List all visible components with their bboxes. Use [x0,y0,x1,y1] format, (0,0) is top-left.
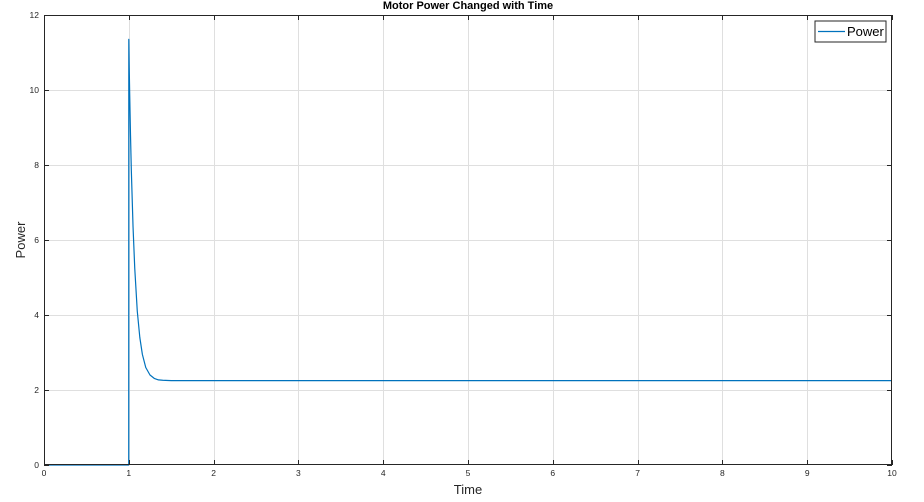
legend-box [814,20,887,43]
x-tick-label: 5 [466,468,471,478]
y-axis-label: Power [13,221,28,259]
x-tick-label: 2 [211,468,216,478]
y-tick-label: 12 [30,10,40,20]
series-layer [44,38,892,466]
y-tick-label: 6 [34,235,39,245]
tick-marks [44,15,893,466]
y-tick-label: 8 [34,160,39,170]
legend-label-power: Power [847,24,885,39]
x-tick-label: 4 [381,468,386,478]
chart-title: Motor Power Changed with Time [383,0,553,12]
x-axis-label: Time [454,482,482,497]
series-line-power [44,38,892,466]
grid-lines [44,15,892,465]
y-tick-label: 4 [34,310,39,320]
x-tick-label: 3 [296,468,301,478]
x-tick-labels: 0 1 2 3 4 5 6 7 8 9 10 [42,468,897,478]
y-tick-labels: 0 2 4 6 8 10 12 [30,10,40,470]
x-tick-label: 9 [805,468,810,478]
y-tick-label: 2 [34,385,39,395]
x-tick-label: 8 [720,468,725,478]
y-tick-label: 10 [30,85,40,95]
x-tick-label: 6 [550,468,555,478]
x-tick-label: 7 [635,468,640,478]
legend: Power [814,20,887,43]
x-tick-label: 10 [887,468,897,478]
x-tick-label: 0 [42,468,47,478]
y-tick-label: 0 [34,460,39,470]
x-tick-label: 1 [126,468,131,478]
